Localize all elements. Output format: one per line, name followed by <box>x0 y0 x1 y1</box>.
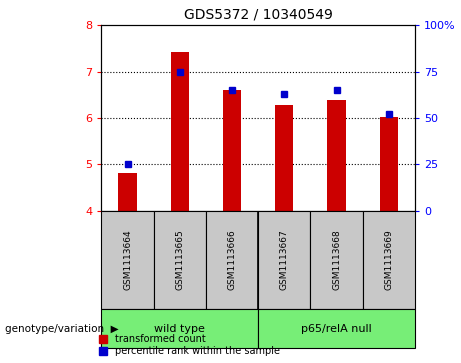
Text: GSM1113669: GSM1113669 <box>384 229 393 290</box>
Bar <box>258 211 310 309</box>
Bar <box>118 172 136 211</box>
Bar <box>258 309 415 348</box>
Text: GSM1113666: GSM1113666 <box>228 229 236 290</box>
Bar <box>101 309 258 348</box>
Bar <box>275 105 293 211</box>
Bar <box>154 211 206 309</box>
Title: GDS5372 / 10340549: GDS5372 / 10340549 <box>184 8 332 21</box>
Bar <box>327 101 346 211</box>
Bar <box>101 211 154 309</box>
Bar <box>171 52 189 211</box>
Text: wild type: wild type <box>154 323 205 334</box>
Text: GSM1113664: GSM1113664 <box>123 229 132 290</box>
Bar <box>223 90 241 211</box>
Legend: transformed count, percentile rank within the sample: transformed count, percentile rank withi… <box>97 332 282 358</box>
Bar <box>206 211 258 309</box>
Bar <box>310 211 363 309</box>
Text: GSM1113668: GSM1113668 <box>332 229 341 290</box>
Bar <box>379 117 398 211</box>
Text: GSM1113667: GSM1113667 <box>280 229 289 290</box>
Text: genotype/variation  ▶: genotype/variation ▶ <box>5 323 118 334</box>
Text: p65/relA null: p65/relA null <box>301 323 372 334</box>
Text: GSM1113665: GSM1113665 <box>175 229 184 290</box>
Bar <box>363 211 415 309</box>
